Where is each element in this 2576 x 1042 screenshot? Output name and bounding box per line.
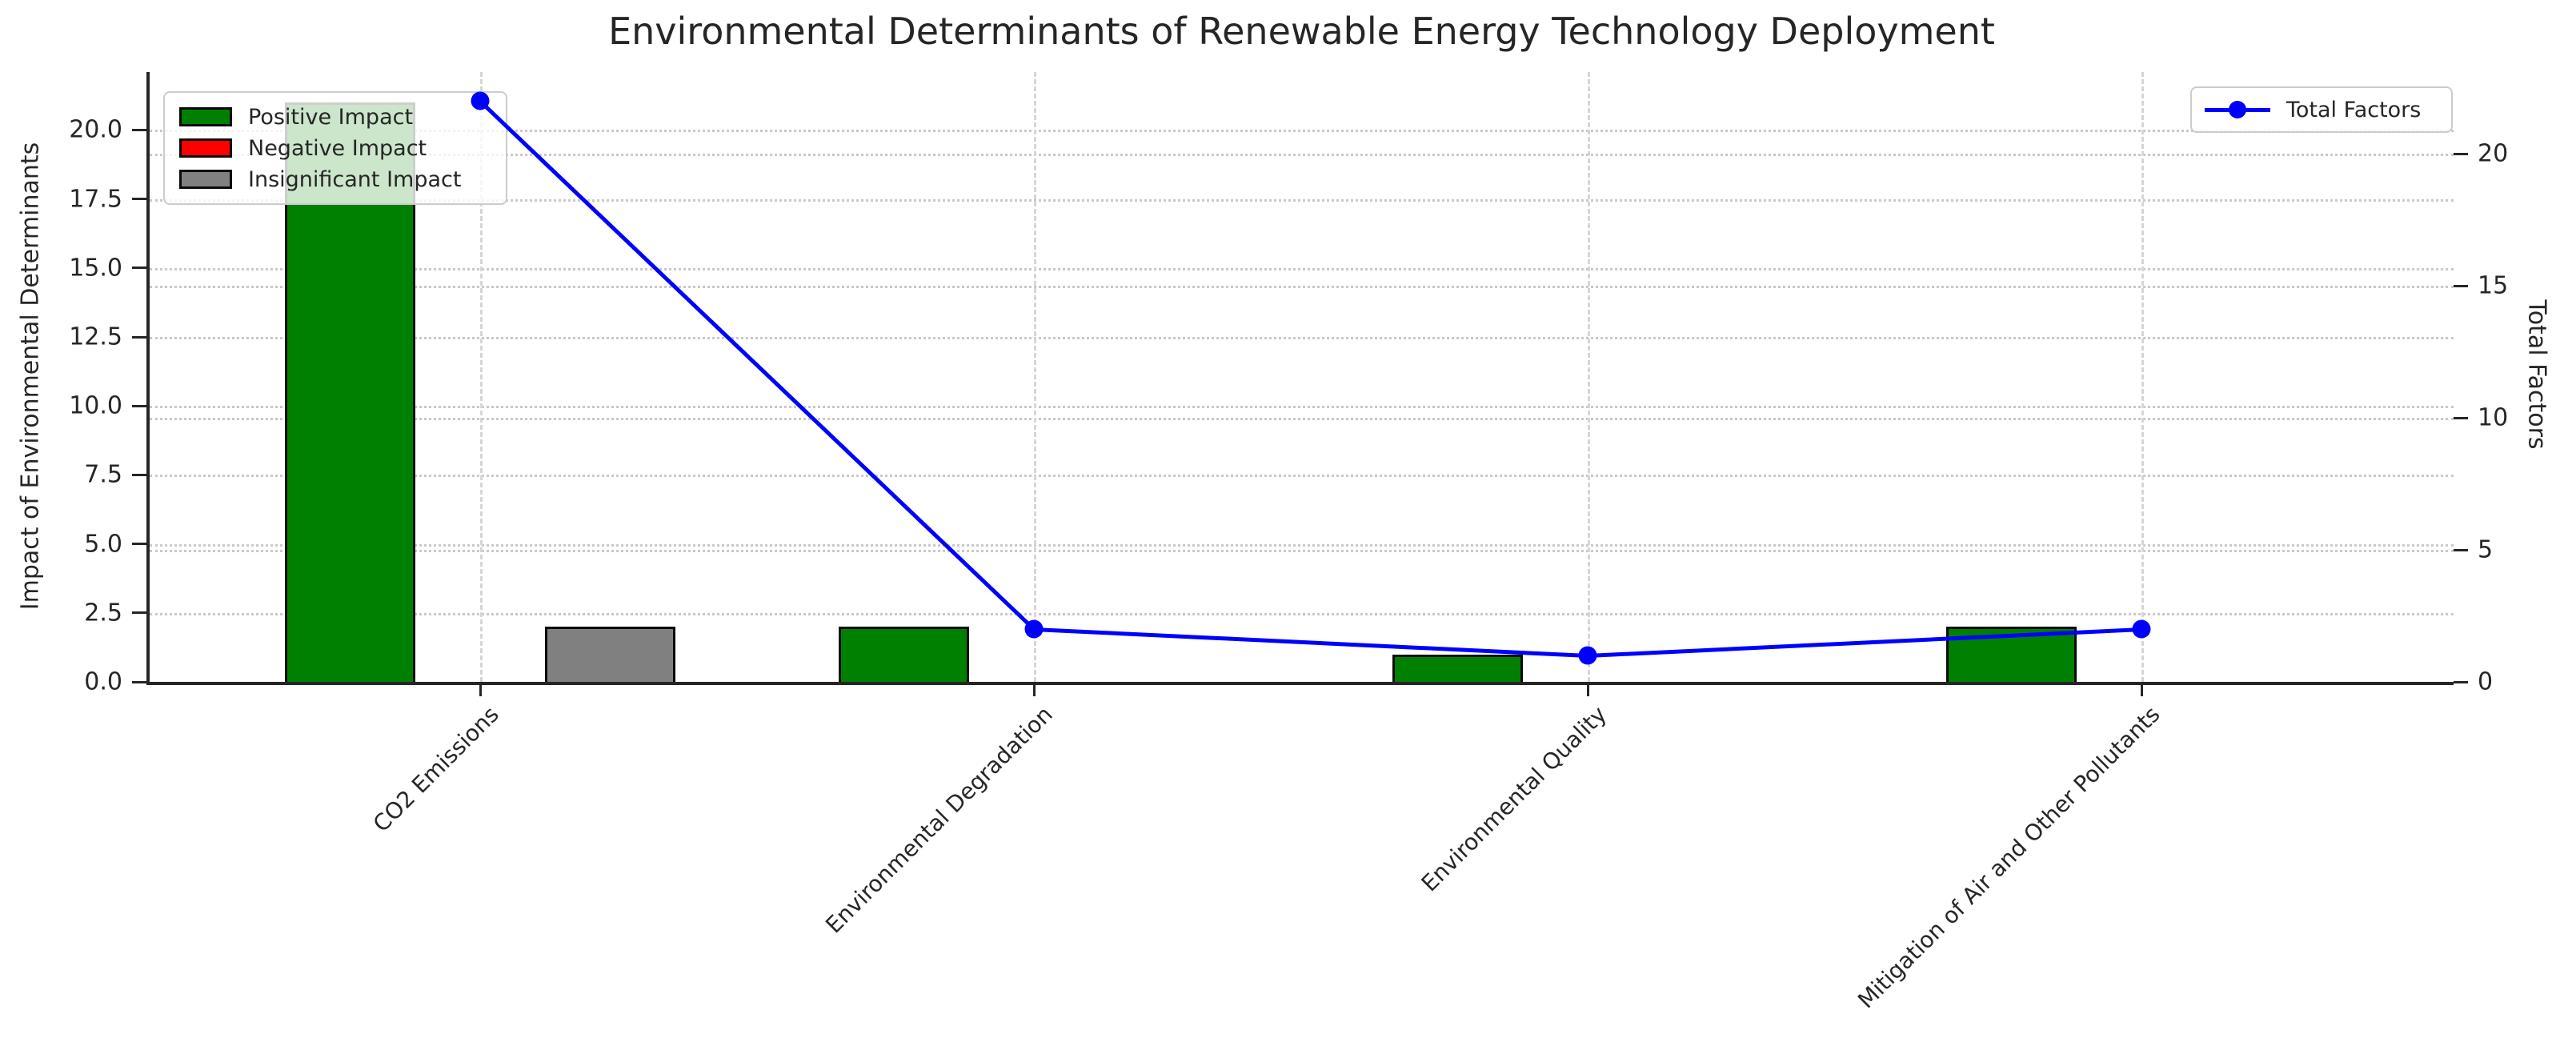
h-gridline-left-axis bbox=[150, 406, 2454, 409]
y-tick-label-left: 12.5 bbox=[69, 323, 122, 351]
plot-area: Positive Impact Negative Impact Insignif… bbox=[69, 72, 2508, 1013]
y-axis-tick-left bbox=[132, 128, 146, 131]
total-factors-point bbox=[2132, 619, 2151, 639]
v-gridline bbox=[1034, 72, 1037, 682]
x-axis-tick bbox=[2140, 685, 2143, 696]
x-axis-tick bbox=[1032, 685, 1036, 696]
y-axis-tick-right bbox=[2454, 416, 2468, 419]
h-gridline-left-axis bbox=[150, 612, 2454, 615]
legend-item-label: Negative Impact bbox=[248, 135, 427, 161]
x-axis-tick bbox=[1586, 685, 1589, 696]
insignificant-impact-swatch-icon bbox=[179, 170, 232, 189]
total-factors-line-segment bbox=[1034, 627, 1588, 658]
line-legend: Total Factors bbox=[2190, 86, 2453, 133]
h-gridline-right-axis bbox=[150, 550, 2454, 553]
h-gridline-right-axis bbox=[150, 286, 2454, 289]
h-gridline-left-axis bbox=[150, 198, 2454, 202]
y-tick-label-left: 7.5 bbox=[84, 460, 122, 489]
legend-item-insignificant-impact: Insignificant Impact bbox=[179, 167, 491, 192]
total-factors-point bbox=[1024, 619, 1044, 639]
h-gridline-right-axis bbox=[150, 154, 2454, 157]
h-gridline-left-axis bbox=[150, 267, 2454, 271]
y-tick-label-left: 5.0 bbox=[84, 530, 122, 559]
v-gridline bbox=[2141, 72, 2145, 682]
h-gridline-left-axis bbox=[150, 337, 2454, 339]
y-axis-tick-right bbox=[2454, 680, 2468, 683]
bar-positive-impact bbox=[1392, 654, 1523, 682]
x-tick-label: Environmental Quality bbox=[1416, 701, 1612, 897]
y-axis-spine bbox=[146, 72, 150, 682]
y-tick-label-right: 0 bbox=[2478, 667, 2494, 696]
y-tick-label-right: 10 bbox=[2478, 403, 2509, 432]
legend-item-label: Total Factors bbox=[2286, 97, 2422, 122]
chart-title: Environmental Determinants of Renewable … bbox=[608, 10, 1995, 53]
positive-impact-swatch-icon bbox=[179, 107, 232, 126]
y-axis-tick-right bbox=[2454, 548, 2468, 551]
bars-legend: Positive Impact Negative Impact Insignif… bbox=[163, 91, 507, 205]
y-axis-tick-left bbox=[132, 335, 146, 339]
legend-item-positive-impact: Positive Impact bbox=[179, 105, 491, 130]
y-axis-tick-right bbox=[2454, 284, 2468, 287]
y-axis-tick-left bbox=[132, 404, 146, 407]
y-tick-label-right: 20 bbox=[2478, 139, 2509, 168]
x-tick-label: Mitigation of Air and Other Pollutants bbox=[1853, 701, 2165, 1014]
y-tick-label-left: 20.0 bbox=[69, 115, 122, 144]
v-gridline bbox=[1588, 72, 1591, 682]
bar-positive-impact bbox=[839, 627, 969, 682]
legend-item-total-factors: Total Factors bbox=[2205, 98, 2438, 122]
x-tick-label: Environmental Degradation bbox=[819, 701, 1058, 939]
h-gridline-left-axis bbox=[150, 475, 2454, 478]
y-axis-label-right: Total Factors bbox=[2522, 299, 2551, 450]
total-factors-point bbox=[1578, 646, 1597, 665]
legend-item-label: Insignificant Impact bbox=[248, 166, 462, 192]
y-tick-label-left: 17.5 bbox=[69, 185, 122, 214]
y-axis-tick-left bbox=[132, 680, 146, 683]
y-tick-label-left: 2.5 bbox=[84, 599, 122, 627]
h-gridline-left-axis bbox=[150, 130, 2454, 133]
y-tick-label-left: 15.0 bbox=[69, 254, 122, 283]
y-axis-tick-left bbox=[132, 611, 146, 615]
y-axis-tick-left bbox=[132, 198, 146, 201]
negative-impact-swatch-icon bbox=[179, 138, 232, 158]
x-axis-spine bbox=[146, 682, 2454, 685]
y-axis-tick-left bbox=[132, 267, 146, 270]
y-tick-label-left: 10.0 bbox=[69, 391, 122, 420]
bar-insignificant-impact bbox=[545, 627, 676, 682]
y-tick-label-right: 5 bbox=[2478, 535, 2494, 564]
y-axis-tick-right bbox=[2454, 152, 2468, 155]
y-axis-tick-left bbox=[132, 473, 146, 476]
total-factors-point bbox=[471, 91, 490, 110]
legend-item-negative-impact: Negative Impact bbox=[179, 136, 491, 161]
legend-item-label: Positive Impact bbox=[248, 104, 414, 130]
x-tick-label: CO2 Emissions bbox=[367, 701, 504, 838]
h-gridline-right-axis bbox=[150, 418, 2454, 421]
h-gridline-left-axis bbox=[150, 543, 2454, 547]
y-tick-label-right: 15 bbox=[2478, 271, 2509, 300]
total-factors-line-sample-icon bbox=[2205, 100, 2270, 119]
y-tick-label-left: 0.0 bbox=[84, 667, 122, 696]
v-gridline bbox=[480, 72, 483, 682]
y-axis-tick-left bbox=[132, 543, 146, 546]
x-axis-tick bbox=[479, 685, 482, 696]
